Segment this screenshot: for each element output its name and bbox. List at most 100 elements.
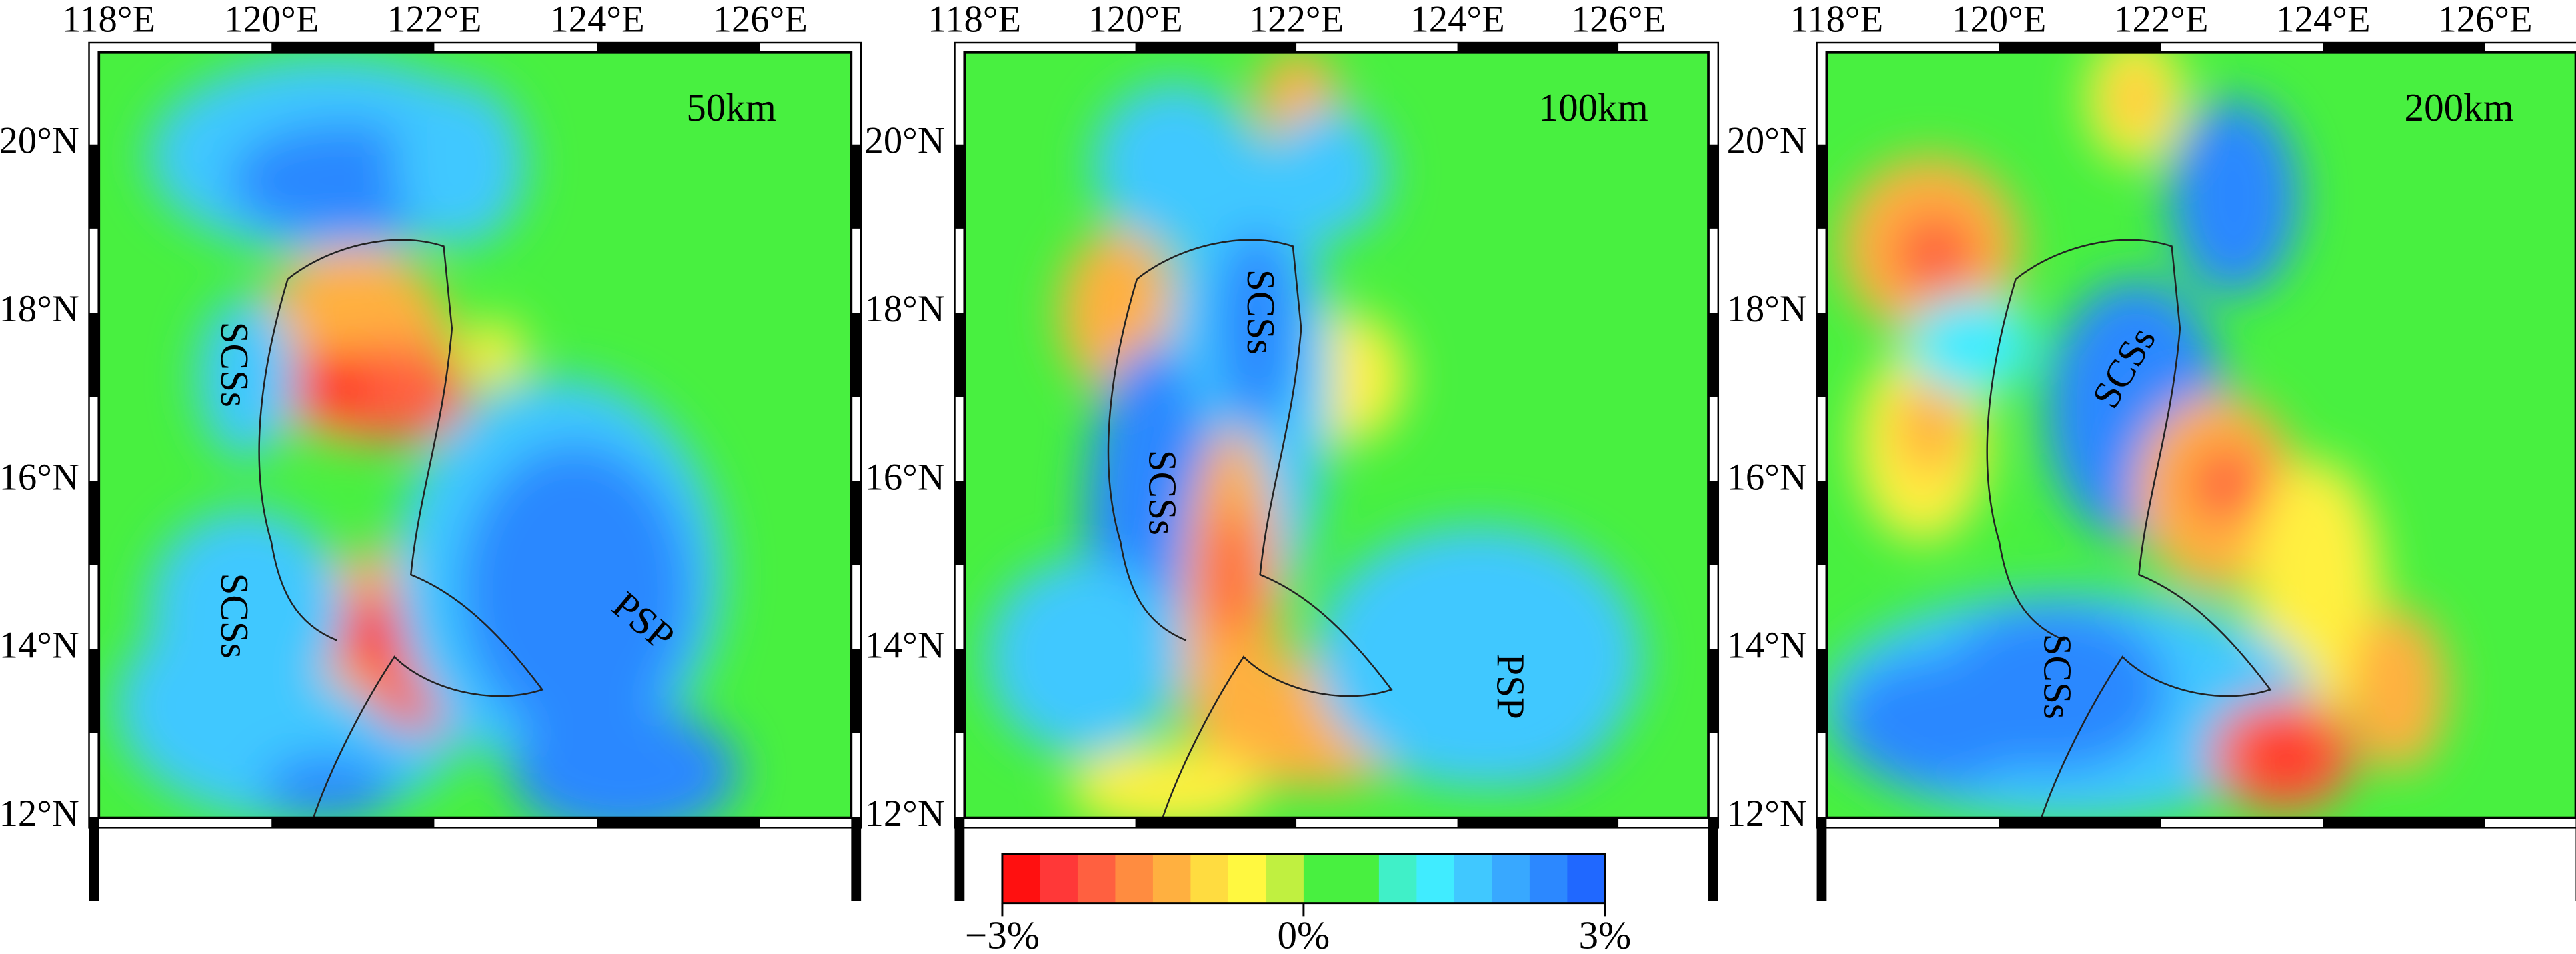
lat-label: 14°N xyxy=(0,625,79,667)
lat-label: 20°N xyxy=(865,121,945,162)
lat-label: 20°N xyxy=(0,121,79,162)
frame-bar xyxy=(1708,649,1718,733)
lat-label: 18°N xyxy=(865,289,945,330)
colorbar-swatch xyxy=(1492,853,1531,903)
lon-label: 120°E xyxy=(1088,0,1182,40)
frame-bar xyxy=(1457,817,1619,828)
lon-label: 124°E xyxy=(1410,0,1504,40)
frame-bar xyxy=(851,144,862,229)
region-label: SCSs xyxy=(213,322,257,407)
colorbar-swatch xyxy=(1228,853,1267,903)
lon-label: 126°E xyxy=(2437,0,2532,40)
frame-bar xyxy=(851,649,862,733)
anomaly-field xyxy=(115,57,740,818)
frame-outline xyxy=(88,41,862,829)
lon-label: 126°E xyxy=(1571,0,1666,40)
region-label: SCSs xyxy=(213,573,257,659)
frame-outline xyxy=(1816,41,2576,829)
anomaly-field xyxy=(986,52,1643,818)
colorbar-swatch xyxy=(1152,853,1192,903)
frame-bar xyxy=(851,817,862,901)
lat-label: 12°N xyxy=(1727,793,1807,835)
anomaly-blob xyxy=(2168,98,2300,296)
map-panel xyxy=(99,52,852,818)
colorbar-swatch xyxy=(1303,853,1342,903)
anomaly-blob xyxy=(1068,747,1265,818)
frame-bar xyxy=(1816,817,1827,901)
frame-bar xyxy=(2323,43,2485,53)
frame-bar xyxy=(1708,817,1718,901)
frame-bar xyxy=(954,144,965,229)
anomaly-blob xyxy=(1207,509,1257,641)
frame-bar xyxy=(1708,312,1718,397)
lon-label: 118°E xyxy=(928,0,1021,40)
frame-bar xyxy=(1708,481,1718,565)
anomaly-blob xyxy=(148,509,345,707)
frame-bar xyxy=(851,481,862,565)
colorbar-swatch xyxy=(1002,853,1041,903)
region-label: SCSs xyxy=(1140,450,1184,535)
colorbar-label: 3% xyxy=(1578,913,1631,954)
lon-label: 120°E xyxy=(1951,0,2046,40)
coastline xyxy=(1986,239,2272,818)
frame-bar xyxy=(1457,43,1619,53)
map-panel xyxy=(1826,52,2576,818)
frame-bar xyxy=(1999,43,2161,53)
frame-bar xyxy=(851,312,862,397)
colorbar-swatch xyxy=(1378,853,1418,903)
map-panel xyxy=(964,52,1709,818)
anomaly-blob xyxy=(2189,448,2263,521)
anomaly-blob xyxy=(2257,725,2317,785)
anomaly-blob xyxy=(460,320,526,386)
frame-bar xyxy=(2323,817,2485,828)
region-label: SCSs xyxy=(1239,269,1283,355)
frame-bar xyxy=(271,43,435,53)
frame-bar xyxy=(954,481,965,565)
coastline xyxy=(258,239,544,818)
anomaly-blob xyxy=(460,443,690,739)
frame-bar xyxy=(89,817,99,901)
frame-bar xyxy=(1135,817,1297,828)
frame-bar xyxy=(89,649,99,733)
lat-label: 18°N xyxy=(0,289,79,330)
frame-bar xyxy=(89,144,99,229)
map-frame xyxy=(1825,51,2576,819)
anomaly-blob xyxy=(1216,229,1298,427)
lon-label: 120°E xyxy=(224,0,319,40)
colorbar-swatch xyxy=(1266,853,1305,903)
lat-label: 20°N xyxy=(1727,121,1807,162)
colorbar-swatch xyxy=(1040,853,1079,903)
coastline xyxy=(1107,239,1393,818)
colorbar-label: 0% xyxy=(1278,913,1330,954)
frame-bar xyxy=(597,817,760,828)
lon-label: 126°E xyxy=(713,0,808,40)
lon-label: 124°E xyxy=(2275,0,2370,40)
colorbar-swatch xyxy=(1567,853,1606,903)
colorbar-swatch xyxy=(1115,853,1154,903)
anomaly-blob xyxy=(1894,213,1977,296)
lon-label: 124°E xyxy=(549,0,644,40)
anomaly-blob xyxy=(509,706,740,818)
anomaly-blob xyxy=(287,353,370,419)
frame-outline xyxy=(954,41,1720,829)
colorbar-swatch xyxy=(1341,853,1380,903)
anomaly-blob xyxy=(1905,295,2037,395)
anomaly-blob xyxy=(1840,657,2037,789)
lat-label: 16°N xyxy=(865,457,945,498)
map-frame xyxy=(97,51,853,819)
depth-label: 200km xyxy=(2405,85,2514,129)
lon-label: 118°E xyxy=(62,0,155,40)
anomaly-blob xyxy=(197,295,296,460)
anomaly-blob xyxy=(394,82,526,247)
colorbar-swatch xyxy=(1190,853,1230,903)
map-frame xyxy=(963,51,1710,819)
anomaly-blob xyxy=(2115,69,2155,129)
lon-label: 122°E xyxy=(2113,0,2208,40)
lon-label: 122°E xyxy=(387,0,481,40)
frame-bar xyxy=(954,312,965,397)
frame-bar xyxy=(597,43,760,53)
frame-bar xyxy=(1135,43,1297,53)
anomaly-blob xyxy=(333,596,416,669)
anomaly-field xyxy=(1826,52,2448,818)
